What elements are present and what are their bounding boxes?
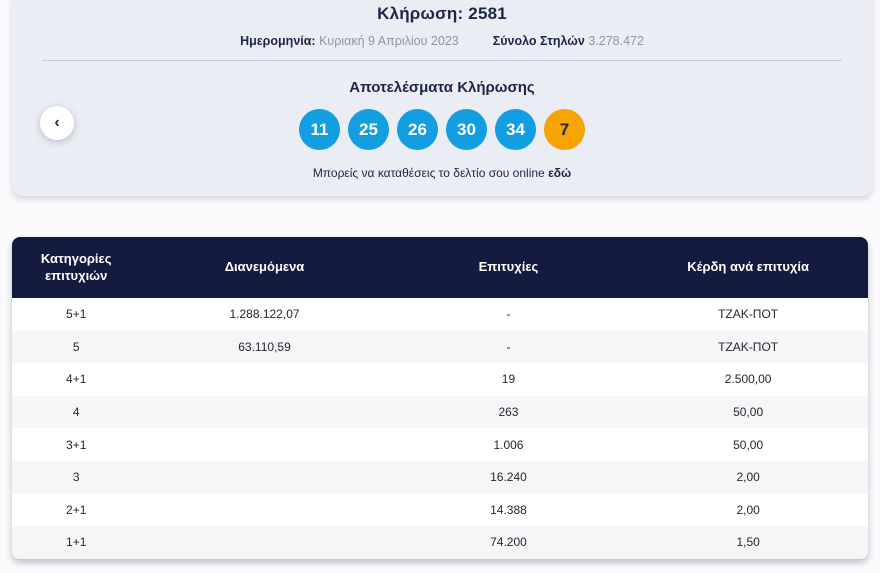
number-ball: 25 xyxy=(348,109,389,150)
chevron-left-icon: ‹ xyxy=(54,114,60,131)
cell-prize: 2.500,00 xyxy=(724,372,772,387)
results-title: Αποτελέσματα Κλήρωσης xyxy=(349,79,535,96)
number-ball: 34 xyxy=(495,109,536,150)
draw-date-label: Ημερομηνία: xyxy=(240,34,316,48)
total-columns-label: Σύνολο Στηλών xyxy=(492,34,585,48)
cell-winners: 19 xyxy=(501,372,516,387)
table-row: 3+1 1.006 50,00 xyxy=(12,428,868,461)
cell-prize: 2,00 xyxy=(736,470,760,485)
cell-winners: 263 xyxy=(498,405,519,420)
cell-category: 2+1 xyxy=(66,502,87,517)
draw-meta: Ημερομηνία: Κυριακή 9 Απριλίου 2023 Σύνο… xyxy=(12,34,872,48)
table-row: 2+1 14.388 2,00 xyxy=(12,493,868,527)
cell-category: 4+1 xyxy=(66,372,87,387)
draw-title: Κλήρωση: 2581 xyxy=(377,4,507,23)
cell-category: 5+1 xyxy=(66,307,87,322)
cell-prize: 1,50 xyxy=(736,535,760,550)
table-row: 3 16.240 2,00 xyxy=(12,460,868,494)
prize-table-header: Κατηγορίες επιτυχιών Διανεμόμενα Επιτυχί… xyxy=(12,237,868,298)
cell-winners: 16.240 xyxy=(490,470,527,485)
table-row: 5+1 1.288.122,07 - ΤΖΑΚ-ΠΟΤ xyxy=(12,298,868,331)
cell-winners: 74.200 xyxy=(490,535,527,550)
online-submit-link[interactable]: εδώ xyxy=(548,166,572,180)
table-row: 4 263 50,00 xyxy=(12,395,868,429)
cell-category: 1+1 xyxy=(66,535,87,550)
cell-winners: - xyxy=(506,307,511,322)
table-row: 1+1 74.200 1,50 xyxy=(12,526,868,559)
header-category: Κατηγορίες επιτυχιών xyxy=(40,250,112,283)
cell-prize: 2,00 xyxy=(736,502,760,517)
cell-prize: ΤΖΑΚ-ΠΟΤ xyxy=(718,307,779,322)
cell-category: 3+1 xyxy=(66,437,87,452)
cell-winners: - xyxy=(506,339,511,354)
cell-distributed: 1.288.122,07 xyxy=(229,307,300,322)
online-submit-line: Μπορείς να καταθέσεις το δελτίο σου onli… xyxy=(12,166,872,180)
number-ball: 30 xyxy=(446,109,487,150)
total-columns: Σύνολο Στηλών 3.278.472 xyxy=(493,34,644,48)
bonus-number-ball: 7 xyxy=(544,109,585,150)
header-winners: Επιτυχίες xyxy=(478,259,539,275)
table-row: 4+1 19 2.500,00 xyxy=(12,363,868,396)
draw-date: Ημερομηνία: Κυριακή 9 Απριλίου 2023 xyxy=(240,34,459,48)
draw-card: Κλήρωση: 2581 Ημερομηνία: Κυριακή 9 Απρι… xyxy=(12,0,872,196)
total-columns-value: 3.278.472 xyxy=(588,34,644,48)
divider xyxy=(42,60,842,61)
cell-distributed: 63.110,59 xyxy=(238,339,291,354)
previous-draw-button[interactable]: ‹ xyxy=(40,106,74,140)
header-distributed: Διανεμόμενα xyxy=(224,259,305,275)
cell-winners: 1.006 xyxy=(493,437,524,452)
draw-date-value: Κυριακή 9 Απριλίου 2023 xyxy=(319,34,459,48)
cell-category: 4 xyxy=(72,405,80,420)
drawn-numbers: 11 25 26 30 34 7 xyxy=(12,109,872,150)
cell-prize: 50,00 xyxy=(733,437,764,452)
table-row: 5 63.110,59 - ΤΖΑΚ-ΠΟΤ xyxy=(12,330,868,364)
cell-category: 5 xyxy=(72,339,80,354)
cell-winners: 14.388 xyxy=(490,502,527,517)
prize-table: Κατηγορίες επιτυχιών Διανεμόμενα Επιτυχί… xyxy=(12,237,868,559)
number-ball: 26 xyxy=(397,109,438,150)
online-submit-text: Μπορείς να καταθέσεις το δελτίο σου onli… xyxy=(312,166,545,180)
cell-category: 3 xyxy=(72,470,80,485)
header-prize: Κέρδη ανά επιτυχία xyxy=(687,259,809,275)
cell-prize: ΤΖΑΚ-ΠΟΤ xyxy=(718,339,779,354)
cell-prize: 50,00 xyxy=(733,405,764,420)
number-ball: 11 xyxy=(299,109,340,150)
